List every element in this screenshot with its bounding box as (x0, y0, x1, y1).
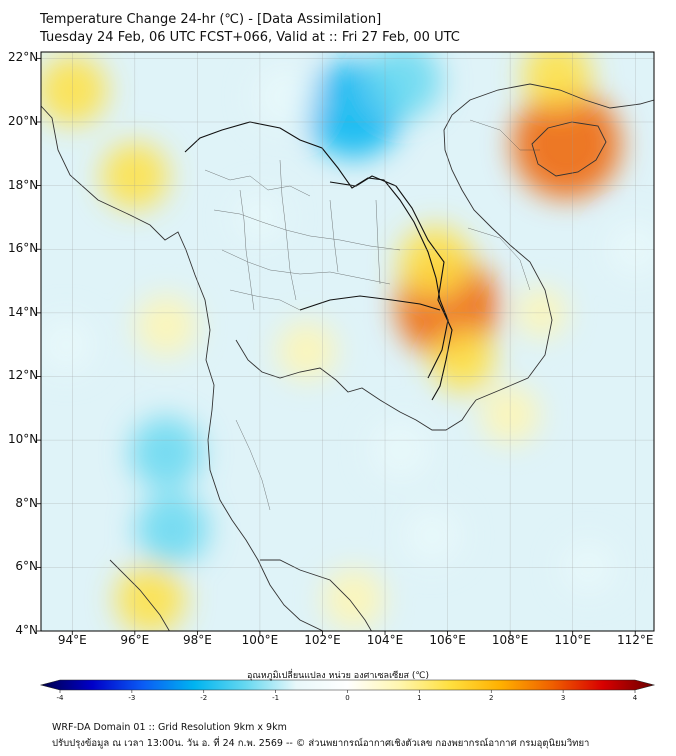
colorbar-title: อุณหภูมิเปลี่ยนแปลง หน่วย องศาเซลเซียส (… (246, 671, 430, 681)
colorbar-tick-label: -2 (200, 694, 208, 702)
warm-anomaly (115, 564, 186, 631)
province-line (235, 419, 271, 511)
warm-anomaly (135, 294, 197, 357)
longitude-label: 102°E (304, 633, 341, 647)
sumatra-coast (109, 559, 170, 631)
east-coastline (443, 83, 654, 401)
axis-ticks (37, 57, 636, 635)
longitude-label: 108°E (491, 633, 529, 647)
latitude-label: 10°N (8, 432, 39, 447)
colorbar-tick-label: 1 (417, 694, 422, 702)
border-laos-vietnam (329, 175, 453, 401)
warm-anomaly (323, 568, 385, 630)
temperature-field (41, 52, 654, 631)
colorbar-ticks (59, 690, 636, 693)
colorbar-tick-label: -1 (272, 694, 280, 702)
map-subtitle: Tuesday 24 Feb, 06 UTC FCST+066, Valid a… (40, 30, 460, 45)
province-line (221, 249, 391, 285)
latitude-label: 6°N (15, 559, 38, 574)
colorbar-tick-label: 3 (560, 694, 566, 702)
latitude-label: 14°N (8, 304, 39, 319)
graticule (41, 52, 654, 632)
gulf-coastline (235, 339, 477, 431)
longitude-label: 98°E (182, 633, 212, 647)
map-title: Temperature Change 24-hr (℃) - [Data Ass… (40, 12, 382, 27)
warm-anomaly (277, 321, 337, 381)
hainan-island (531, 121, 607, 177)
province-line (239, 189, 255, 311)
latitude-label: 22°N (8, 50, 39, 65)
cool-anomaly (401, 504, 463, 567)
longitude-label: 100°E (241, 633, 279, 647)
province-line (375, 199, 381, 285)
west-coastline (41, 105, 324, 631)
latitude-label: 18°N (8, 177, 39, 192)
plot-frame (40, 51, 655, 632)
province-line (204, 169, 311, 197)
footer-credit: ปรับปรุงข้อมูล ณ เวลา 13:00น. วัน อ. ที่… (52, 738, 590, 749)
warm-anomaly (41, 55, 108, 125)
cool-anomaly (129, 416, 203, 490)
province-line (329, 199, 339, 273)
cool-anomaly (252, 64, 317, 129)
longitude-label: 110°E (554, 633, 591, 647)
colorbar (39, 679, 656, 693)
cool-anomaly (136, 492, 209, 566)
border-thailand-cambodia (299, 295, 441, 311)
latitude-label: 16°N (8, 241, 39, 256)
latitude-label: 12°N (8, 368, 39, 383)
colorbar-tick-label: -4 (56, 694, 64, 702)
colorbar-tick-label: 0 (345, 694, 350, 702)
coastlines (41, 83, 654, 631)
warm-anomaly (522, 52, 592, 110)
longitude-label: 104°E (366, 633, 404, 647)
warm-anomaly (398, 225, 472, 299)
latitude-label: 4°N (15, 623, 38, 637)
province-line (279, 159, 297, 301)
province-line (229, 289, 301, 311)
peninsula-east-coast (260, 559, 372, 631)
warm-anomaly (512, 89, 621, 199)
footer-domain-info: WRF-DA Domain 01 :: Grid Resolution 9km … (52, 722, 287, 733)
colorbar-tick-label: 4 (632, 694, 638, 702)
latitude-label: 20°N (8, 113, 39, 128)
colorbar-tick-label: -3 (128, 694, 136, 702)
cool-anomaly (41, 315, 96, 374)
cool-anomaly (366, 52, 442, 119)
longitude-label: 106°E (429, 633, 466, 647)
longitude-label: 96°E (120, 633, 150, 647)
longitude-label: 112°E (616, 633, 654, 647)
latitude-label: 8°N (15, 495, 38, 510)
colorbar-tick-label: 2 (489, 694, 494, 702)
cool-anomaly (368, 417, 433, 482)
longitude-label: 94°E (57, 633, 87, 647)
province-line (213, 209, 401, 251)
